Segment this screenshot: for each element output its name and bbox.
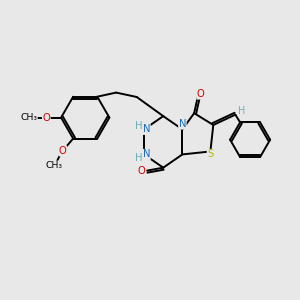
Text: H: H bbox=[135, 121, 142, 131]
Text: CH₃: CH₃ bbox=[46, 161, 62, 170]
Text: O: O bbox=[197, 89, 205, 99]
Text: CH₃: CH₃ bbox=[20, 113, 37, 122]
Text: S: S bbox=[207, 149, 214, 159]
Text: O: O bbox=[138, 166, 146, 176]
Text: O: O bbox=[43, 112, 50, 123]
Text: methoxy: methoxy bbox=[24, 117, 30, 118]
Text: O: O bbox=[59, 146, 67, 156]
Text: N: N bbox=[178, 119, 186, 129]
Text: H: H bbox=[135, 153, 142, 163]
Text: H: H bbox=[238, 106, 245, 116]
Text: methoxy: methoxy bbox=[28, 106, 89, 121]
Text: N: N bbox=[143, 124, 150, 134]
Text: N: N bbox=[143, 149, 150, 159]
